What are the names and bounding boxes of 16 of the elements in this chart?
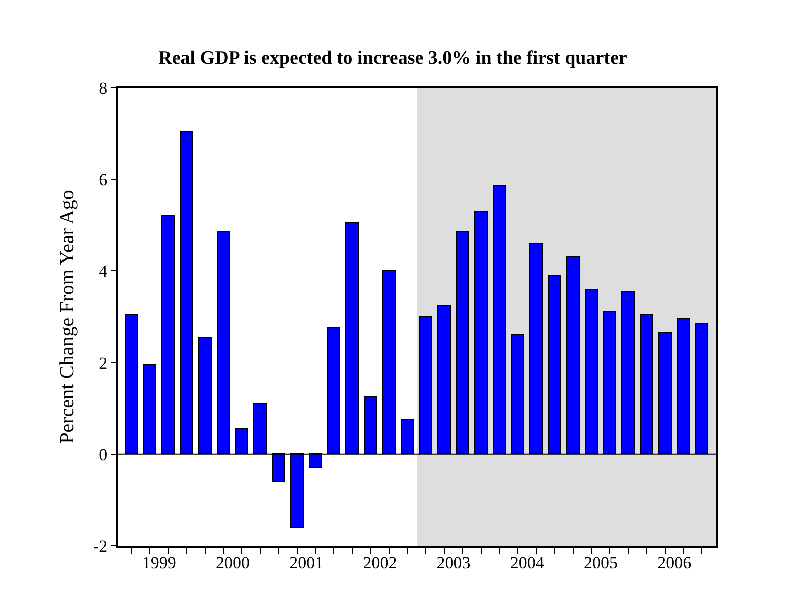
y-tick-label: 8 — [99, 78, 108, 98]
x-tick-label: 2004 — [510, 553, 545, 572]
x-tick-label: 1999 — [142, 553, 176, 572]
y-axis-title: Percent Change From Year Ago — [56, 190, 78, 444]
x-tick-label: 2001 — [290, 553, 324, 572]
x-tick-label: 2003 — [436, 553, 471, 572]
x-tick-label: 2006 — [658, 553, 692, 572]
x-tick-label: 2000 — [216, 553, 250, 572]
y-tick-label: -2 — [93, 536, 108, 556]
x-tick-label: 2005 — [584, 553, 618, 572]
chart-title: Real GDP is expected to increase 3.0% in the first quarter — [158, 48, 628, 69]
y-tick-label: 6 — [99, 170, 108, 190]
y-tick-label: 2 — [99, 354, 108, 373]
x-tick-label: 2002 — [363, 553, 398, 572]
y-tick-label: 0 — [99, 445, 108, 464]
y-tick-label: 4 — [99, 262, 108, 282]
